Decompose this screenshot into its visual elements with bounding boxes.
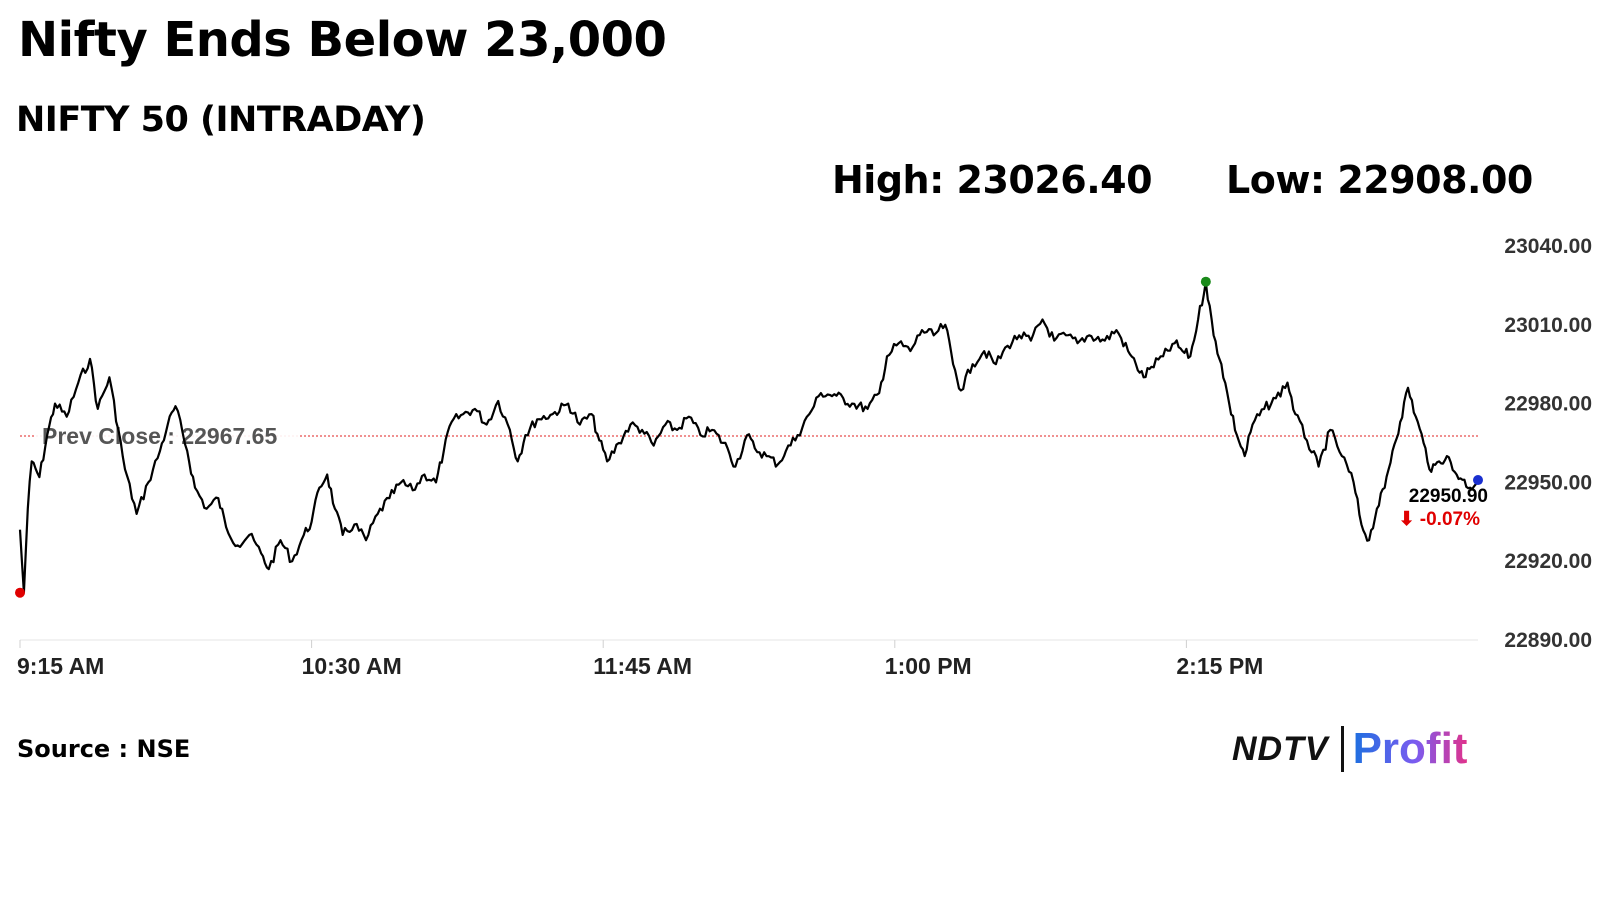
source-note: Source : NSE [17,735,191,763]
y-tick-label: 23010.00 [1504,314,1592,337]
prev-close-label: Prev Close : 22967.65 [42,423,277,449]
x-tick-label: 9:15 AM [17,653,104,679]
last-marker [1473,475,1483,486]
logo-product-text: Profit [1352,724,1468,773]
logo-divider [1340,726,1344,772]
headline: Nifty Ends Below 23,000 [18,12,667,68]
price-markers [15,276,1483,598]
day-high-marker [1200,276,1211,287]
logo-brand-text: NDTV [1232,729,1329,768]
x-tick-label: 10:30 AM [302,653,402,679]
intraday-line-chart: 9:15 AM 10:30 AM 11:45 AM 1:00 PM 2:15 PM 23… [15,235,1592,679]
last-change-label: ⬇ -0.07% [1399,509,1481,530]
chart-subtitle: NIFTY 50 (INTRADAY) [16,100,426,140]
price-line [18,280,1479,594]
x-tick-label: 11:45 AM [593,653,692,679]
ndtv-profit-logo: NDTV Profit [1232,722,1467,776]
day-low-stat: Low: 22908.00 [1226,158,1533,202]
y-tick-label: 22950.00 [1504,471,1592,494]
last-value-label: 22950.90 [1409,486,1488,507]
y-tick-label: 22980.00 [1504,393,1592,416]
x-tick-label: 2:15 PM [1176,653,1263,679]
day-high-stat: High: 23026.40 [832,158,1153,202]
x-axis-ticks: 9:15 AM 10:30 AM 11:45 AM 1:00 PM 2:15 PM [17,640,1263,679]
day-low-marker [15,587,25,598]
y-tick-label: 23040.00 [1504,235,1592,258]
y-tick-label: 22920.00 [1504,550,1592,573]
y-axis-ticks: 23040.00 23010.00 22980.00 22950.00 22920.00… [1504,235,1592,652]
y-tick-label: 22890.00 [1504,629,1592,652]
x-tick-label: 1:00 PM [885,653,972,679]
